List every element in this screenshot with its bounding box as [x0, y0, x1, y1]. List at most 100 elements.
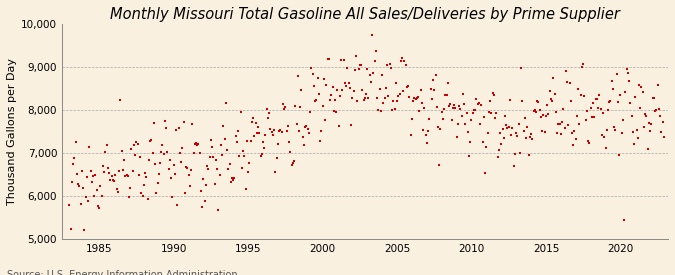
- Point: [297, 135, 308, 139]
- Point: [252, 125, 263, 129]
- Point: [243, 169, 254, 174]
- Point: [356, 63, 367, 68]
- Point: [544, 89, 555, 94]
- Point: [572, 114, 583, 119]
- Point: [319, 77, 329, 82]
- Point: [119, 158, 130, 162]
- Point: [520, 136, 531, 140]
- Point: [132, 142, 143, 146]
- Point: [619, 218, 630, 222]
- Point: [428, 78, 439, 82]
- Point: [296, 87, 307, 92]
- Point: [578, 62, 589, 67]
- Point: [547, 98, 558, 103]
- Point: [427, 97, 437, 102]
- Point: [476, 103, 487, 107]
- Point: [292, 74, 303, 79]
- Point: [190, 142, 200, 147]
- Point: [64, 203, 75, 207]
- Point: [225, 180, 236, 184]
- Point: [575, 93, 586, 97]
- Point: [84, 145, 95, 149]
- Point: [640, 112, 651, 116]
- Point: [75, 201, 86, 206]
- Point: [562, 80, 572, 84]
- Point: [193, 142, 204, 146]
- Point: [229, 176, 240, 180]
- Point: [230, 134, 241, 138]
- Point: [147, 151, 158, 155]
- Point: [350, 68, 360, 72]
- Point: [526, 131, 537, 136]
- Point: [647, 96, 658, 100]
- Point: [113, 190, 124, 194]
- Point: [574, 122, 585, 126]
- Point: [113, 169, 124, 174]
- Point: [362, 67, 373, 71]
- Point: [477, 140, 488, 144]
- Point: [177, 146, 188, 150]
- Point: [500, 114, 510, 118]
- Point: [616, 131, 627, 135]
- Point: [405, 133, 416, 137]
- Point: [159, 152, 169, 156]
- Point: [70, 139, 81, 144]
- Point: [335, 57, 346, 62]
- Point: [121, 172, 132, 177]
- Point: [364, 73, 375, 77]
- Point: [590, 97, 601, 102]
- Point: [471, 97, 482, 101]
- Point: [398, 89, 408, 93]
- Point: [86, 180, 97, 184]
- Point: [651, 108, 661, 112]
- Point: [448, 106, 458, 110]
- Point: [439, 107, 450, 111]
- Point: [106, 174, 117, 178]
- Point: [371, 49, 381, 53]
- Point: [369, 59, 380, 64]
- Point: [431, 105, 442, 110]
- Point: [650, 109, 661, 113]
- Point: [351, 54, 362, 58]
- Point: [103, 166, 113, 170]
- Point: [313, 92, 324, 97]
- Point: [95, 184, 106, 189]
- Point: [128, 169, 138, 173]
- Point: [381, 86, 392, 91]
- Point: [329, 98, 340, 102]
- Point: [443, 80, 454, 85]
- Point: [238, 149, 248, 153]
- Point: [68, 161, 78, 166]
- Point: [522, 125, 533, 129]
- Point: [441, 92, 452, 97]
- Point: [255, 154, 266, 159]
- Point: [634, 83, 645, 88]
- Point: [110, 173, 121, 177]
- Point: [573, 87, 584, 91]
- Point: [322, 57, 333, 61]
- Point: [384, 62, 395, 66]
- Point: [566, 130, 577, 135]
- Point: [387, 108, 398, 112]
- Point: [194, 151, 205, 156]
- Point: [464, 153, 475, 158]
- Point: [347, 96, 358, 100]
- Point: [144, 158, 155, 162]
- Point: [479, 115, 489, 119]
- Point: [527, 137, 538, 142]
- Point: [117, 168, 128, 172]
- Point: [514, 150, 525, 155]
- Point: [213, 208, 223, 213]
- Point: [275, 128, 286, 132]
- Point: [528, 109, 539, 114]
- Point: [315, 139, 325, 143]
- Point: [627, 130, 638, 134]
- Point: [646, 122, 657, 126]
- Point: [504, 124, 514, 129]
- Point: [172, 202, 183, 207]
- Point: [559, 126, 570, 130]
- Point: [402, 85, 412, 89]
- Point: [620, 90, 630, 94]
- Point: [523, 152, 534, 157]
- Point: [215, 143, 226, 147]
